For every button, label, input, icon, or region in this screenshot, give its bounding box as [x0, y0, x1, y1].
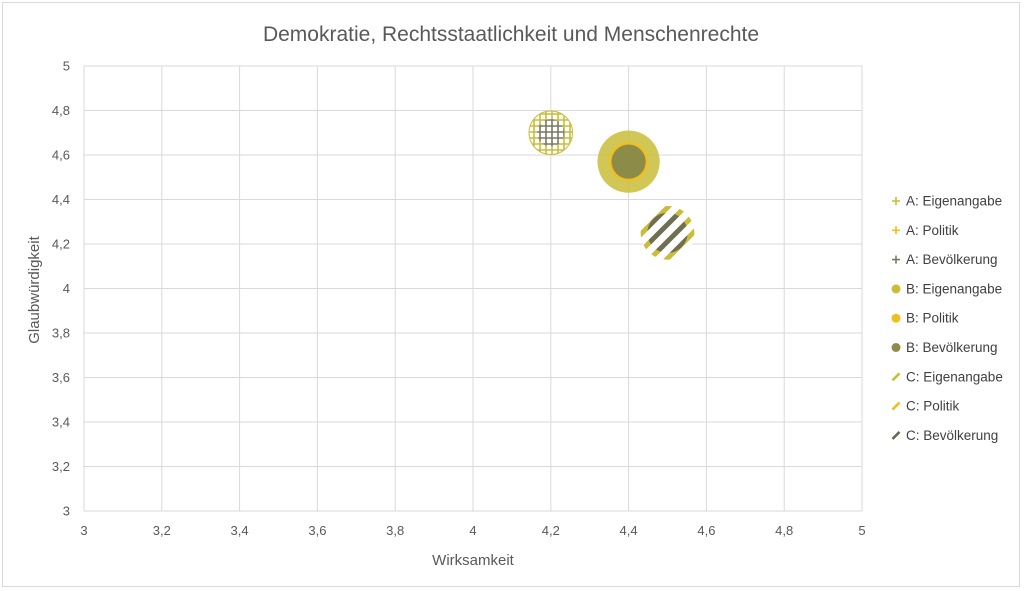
legend-marker-circle-icon: [891, 284, 901, 294]
legend-marker-circle-icon: [891, 313, 901, 323]
x-tick-label: 3,8: [386, 523, 404, 538]
legend-marker-grid-icon: [892, 197, 900, 205]
legend-label: C: Bevölkerung: [906, 428, 998, 443]
y-tick-label: 3: [63, 504, 70, 519]
y-tick-label: 4,6: [52, 148, 70, 163]
y-tick-label: 3,4: [52, 415, 70, 430]
x-tick-label: 4,4: [620, 523, 638, 538]
legend-marker-grid-icon: [892, 255, 900, 264]
legend-marker-circle-icon: [891, 343, 901, 352]
y-tick-labels: 3 3,2 3,4 3,6 3,8 4 4,2 4,4 4,6 4,8 5: [52, 59, 70, 519]
x-tick-label: 3,2: [153, 523, 171, 538]
bubble-a-bevoelkerung: [537, 119, 565, 147]
legend-label: A: Politik: [906, 223, 959, 238]
legend-item: B: Bevölkerung: [891, 340, 998, 355]
legend-item: A: Politik: [892, 223, 959, 238]
y-tick-label: 4,2: [52, 237, 70, 252]
y-tick-label: 5: [63, 59, 70, 74]
y-tick-label: 3,2: [52, 459, 70, 474]
y-tick-label: 4,4: [52, 192, 70, 207]
legend-marker-stripe-icon: [891, 401, 901, 411]
legend: A: Eigenangabe A: Politik A: Bevölkerung B:…: [891, 194, 1003, 443]
legend-label: C: Politik: [906, 399, 960, 414]
x-tick-label: 5: [858, 523, 865, 538]
x-tick-label: 3: [80, 523, 87, 538]
legend-label: B: Eigenangabe: [906, 281, 1002, 296]
y-tick-label: 4: [63, 281, 70, 296]
legend-item: B: Politik: [891, 311, 959, 326]
legend-label: C: Eigenangabe: [906, 369, 1003, 384]
x-tick-label: 4,6: [697, 523, 715, 538]
legend-item: C: Eigenangabe: [891, 369, 1003, 384]
bubble-c-bevoelkerung: [647, 212, 688, 254]
x-tick-label: 3,6: [308, 523, 326, 538]
legend-marker-stripe-icon: [891, 372, 901, 382]
grid-lines: [83, 65, 863, 512]
bubble-layer: [528, 110, 695, 260]
legend-marker-grid-icon: [892, 226, 900, 235]
x-tick-label: 4,8: [775, 523, 793, 538]
legend-label: B: Bevölkerung: [906, 340, 998, 355]
legend-item: C: Bevölkerung: [891, 428, 998, 443]
y-axis-title: Glaubwürdigkeit: [26, 235, 43, 343]
legend-item: A: Bevölkerung: [892, 252, 998, 267]
legend-label: A: Bevölkerung: [906, 252, 998, 267]
x-tick-labels: 3 3,2 3,4 3,6 3,8 4 4,2 4,4 4,6 4,8 5: [80, 523, 865, 538]
legend-label: A: Eigenangabe: [906, 194, 1002, 209]
chart-svg: Demokratie, Rechtsstaatlichkeit und Mens…: [26, 23, 1003, 569]
x-tick-label: 3,4: [231, 523, 249, 538]
x-tick-label: 4: [469, 523, 476, 538]
x-axis-title: Wirksamkeit: [432, 552, 514, 569]
legend-marker-stripe-icon: [891, 430, 901, 440]
bubble-b-bevoelkerung: [611, 144, 646, 179]
x-tick-label: 4,2: [542, 523, 560, 538]
legend-label: B: Politik: [906, 311, 959, 326]
y-tick-label: 3,8: [52, 326, 70, 341]
chart-title: Demokratie, Rechtsstaatlichkeit und Mens…: [263, 23, 759, 46]
legend-item: C: Politik: [891, 399, 960, 414]
y-tick-label: 3,6: [52, 370, 70, 385]
legend-item: B: Eigenangabe: [891, 281, 1002, 296]
legend-item: A: Eigenangabe: [892, 194, 1002, 209]
y-tick-label: 4,8: [52, 103, 70, 118]
